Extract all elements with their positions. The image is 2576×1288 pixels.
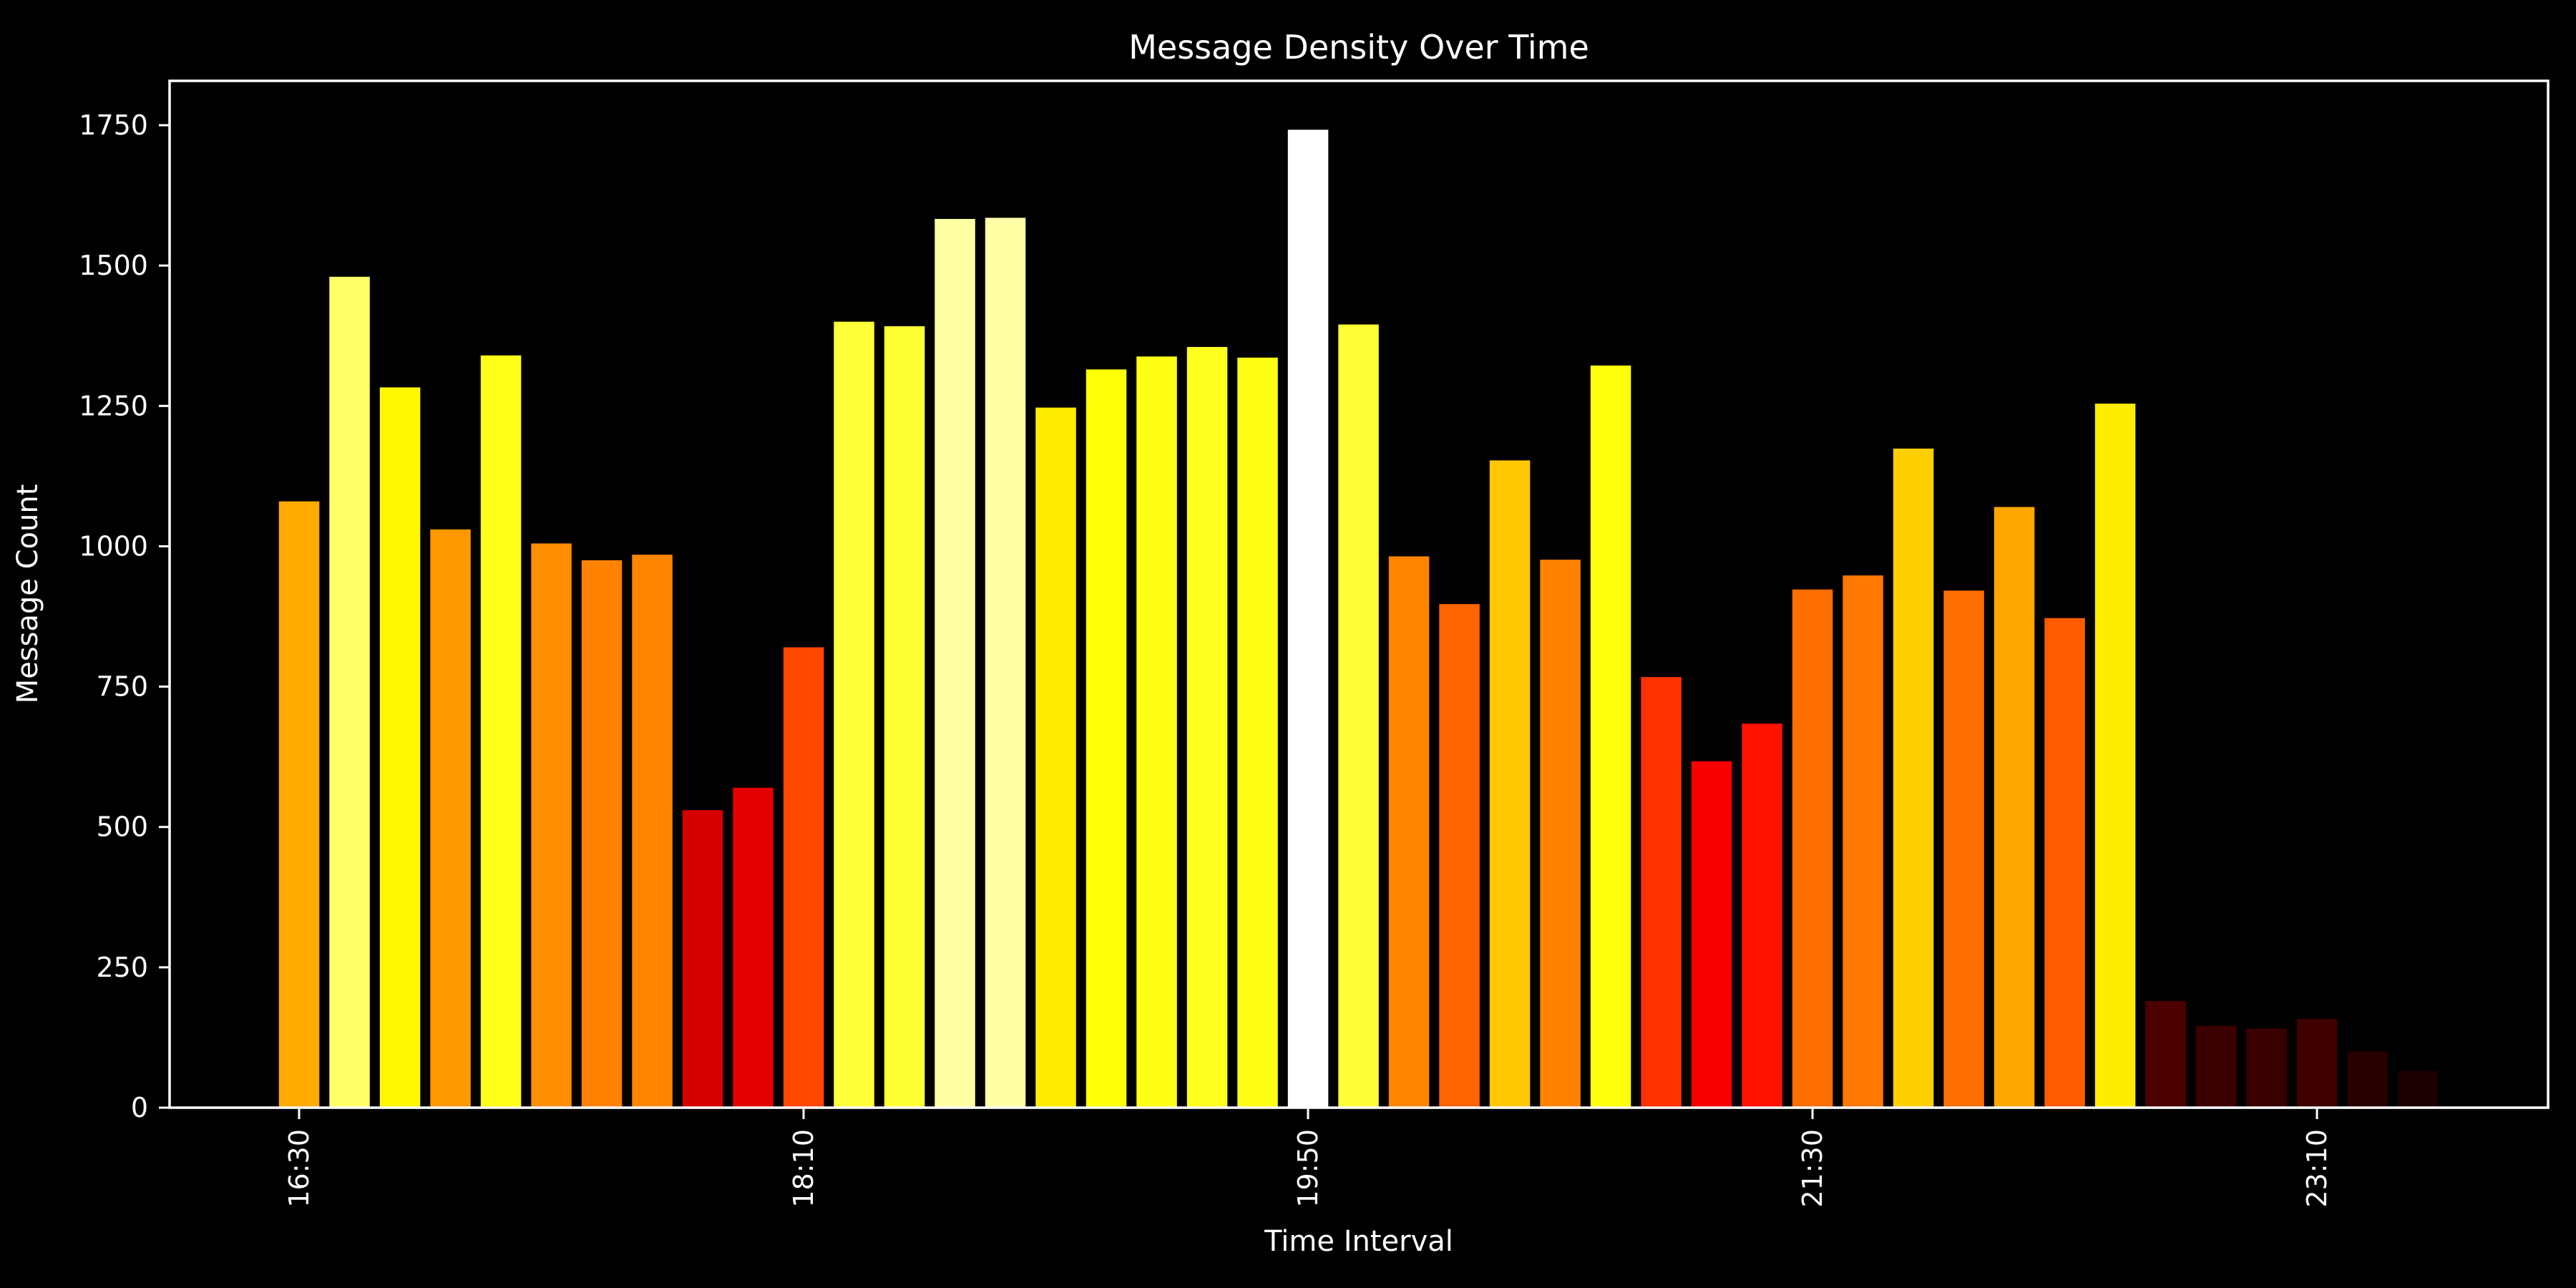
y-tick-label-1000: 1000	[79, 530, 148, 562]
y-tick-label-1250: 1250	[79, 390, 148, 421]
bar-20:40	[1540, 560, 1581, 1108]
bar-21:00	[1641, 677, 1682, 1108]
x-tick-label-23:10: 23:10	[2301, 1129, 2333, 1208]
bar-23:00	[2246, 1028, 2287, 1108]
bar-19:10	[1085, 369, 1127, 1108]
y-tick-label-250: 250	[96, 952, 148, 983]
y-tick-label-0: 0	[131, 1092, 148, 1123]
bar-21:50	[1893, 448, 1934, 1108]
x-tick-label-16:30: 16:30	[283, 1129, 315, 1208]
bar-22:10	[1994, 507, 2035, 1108]
bar-16:30	[278, 501, 320, 1108]
y-tick-label-750: 750	[96, 671, 148, 703]
bar-18:30	[884, 326, 925, 1108]
bar-20:50	[1590, 365, 1631, 1108]
y-tick-label-500: 500	[96, 811, 148, 843]
plot-border	[168, 79, 2550, 1109]
bar-17:10	[480, 355, 522, 1108]
bar-17:00	[430, 529, 471, 1108]
bar-20:10	[1388, 556, 1430, 1108]
bar-21:10	[1691, 761, 1732, 1108]
bar-17:40	[632, 555, 673, 1108]
bar-22:20	[2044, 618, 2085, 1108]
bar-20:00	[1338, 324, 1379, 1108]
bar-16:40	[329, 276, 370, 1108]
x-axis-ticks: 16:30 18:10 19:50 21:30 23:10	[283, 1108, 2333, 1208]
x-tick-label-18:10: 18:10	[788, 1129, 819, 1208]
bar-18:50	[985, 218, 1026, 1108]
bar-17:30	[581, 560, 623, 1108]
bar-18:40	[935, 219, 975, 1108]
bar-19:50	[1287, 130, 1329, 1108]
bars-group	[278, 130, 2439, 1108]
y-axis-ticks: 0 250 500 750 1000 1250 1500 1750	[79, 109, 170, 1123]
bar-16:50	[379, 387, 421, 1108]
bar-18:20	[834, 321, 874, 1108]
bar-18:10	[783, 647, 824, 1108]
bar-17:20	[531, 543, 572, 1108]
bar-19:30	[1186, 346, 1228, 1108]
bar-21:20	[1742, 723, 1782, 1108]
bar-20:20	[1439, 604, 1480, 1108]
bar-22:00	[1943, 590, 1984, 1108]
bar-19:20	[1136, 356, 1177, 1108]
chart-title: Message Density Over Time	[1128, 28, 1589, 67]
bar-23:20	[2347, 1051, 2388, 1108]
bar-22:40	[2145, 1000, 2186, 1108]
bar-22:30	[2094, 404, 2136, 1108]
bar-19:40	[1237, 357, 1278, 1108]
bar-19:00	[1035, 407, 1076, 1108]
bar-23:30	[2397, 1070, 2439, 1108]
bar-20:30	[1489, 460, 1531, 1108]
bar-18:00	[733, 787, 774, 1108]
x-axis-label: Time Interval	[1264, 1225, 1453, 1258]
bar-21:30	[1792, 589, 1833, 1108]
y-tick-label-1500: 1500	[79, 250, 148, 281]
y-tick-label-1750: 1750	[79, 109, 148, 141]
bar-22:50	[2195, 1025, 2237, 1108]
x-tick-label-19:50: 19:50	[1292, 1129, 1324, 1208]
bar-17:50	[682, 810, 723, 1108]
bar-23:10	[2296, 1019, 2338, 1108]
bar-21:40	[1843, 575, 1883, 1108]
y-axis-label: Message Count	[11, 484, 44, 704]
x-tick-label-21:30: 21:30	[1797, 1129, 1828, 1208]
